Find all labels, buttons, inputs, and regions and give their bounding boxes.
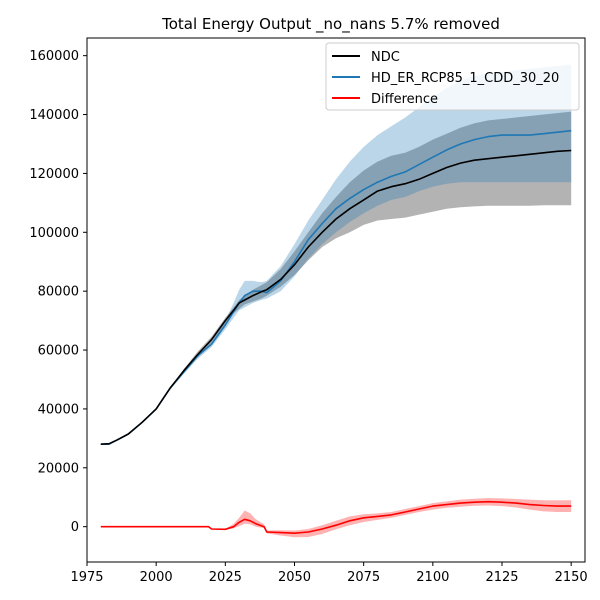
line-difference [100, 500, 572, 535]
x-tick-label-2150: 2150 [555, 570, 588, 585]
legend-label-difference: Difference [371, 92, 438, 107]
legend-box [325, 42, 580, 111]
legend: NDC HD_ER_RCP85_1_CDD_30_20 Difference [325, 42, 580, 111]
y-tick-label-100000: 100000 [29, 226, 79, 241]
line-ndc [100, 149, 572, 445]
x-tick-label-2000: 2000 [140, 570, 173, 585]
legend-label-hd-er-rcp85-1-cdd-30-20: HD_ER_RCP85_1_CDD_30_20 [371, 71, 559, 86]
chart-title: Total Energy Output _no_nans 5.7% remove… [161, 15, 500, 34]
x-tick-label-2125: 2125 [485, 570, 518, 585]
axes-frame [86, 37, 586, 563]
y-tick-label-40000: 40000 [38, 402, 79, 417]
plot-area [100, 64, 572, 538]
x-tick-label-2050: 2050 [278, 570, 311, 585]
y-tick-label-60000: 60000 [38, 344, 79, 359]
x-tick-label-1975: 1975 [70, 570, 103, 585]
y-tick-label-20000: 20000 [38, 461, 79, 476]
x-tick-label-2075: 2075 [347, 570, 380, 585]
band-ndc [100, 111, 572, 445]
y-tick-label-120000: 120000 [29, 167, 79, 182]
y-tick-label-140000: 140000 [29, 108, 79, 123]
band-difference [100, 498, 572, 538]
y-tick-label-160000: 160000 [29, 49, 79, 64]
x-tick-label-2100: 2100 [416, 570, 449, 585]
x-tick-label-2025: 2025 [209, 570, 242, 585]
y-tick-label-0: 0 [71, 520, 79, 535]
band-hd-er-rcp85-1-cdd-30-20 [100, 64, 572, 445]
y-tick-label-80000: 80000 [38, 285, 79, 300]
legend-label-ndc: NDC [371, 50, 400, 65]
axes: 1975 2000 2025 2050 2075 2100 2125 2150 0 20000 40… [29, 37, 588, 585]
